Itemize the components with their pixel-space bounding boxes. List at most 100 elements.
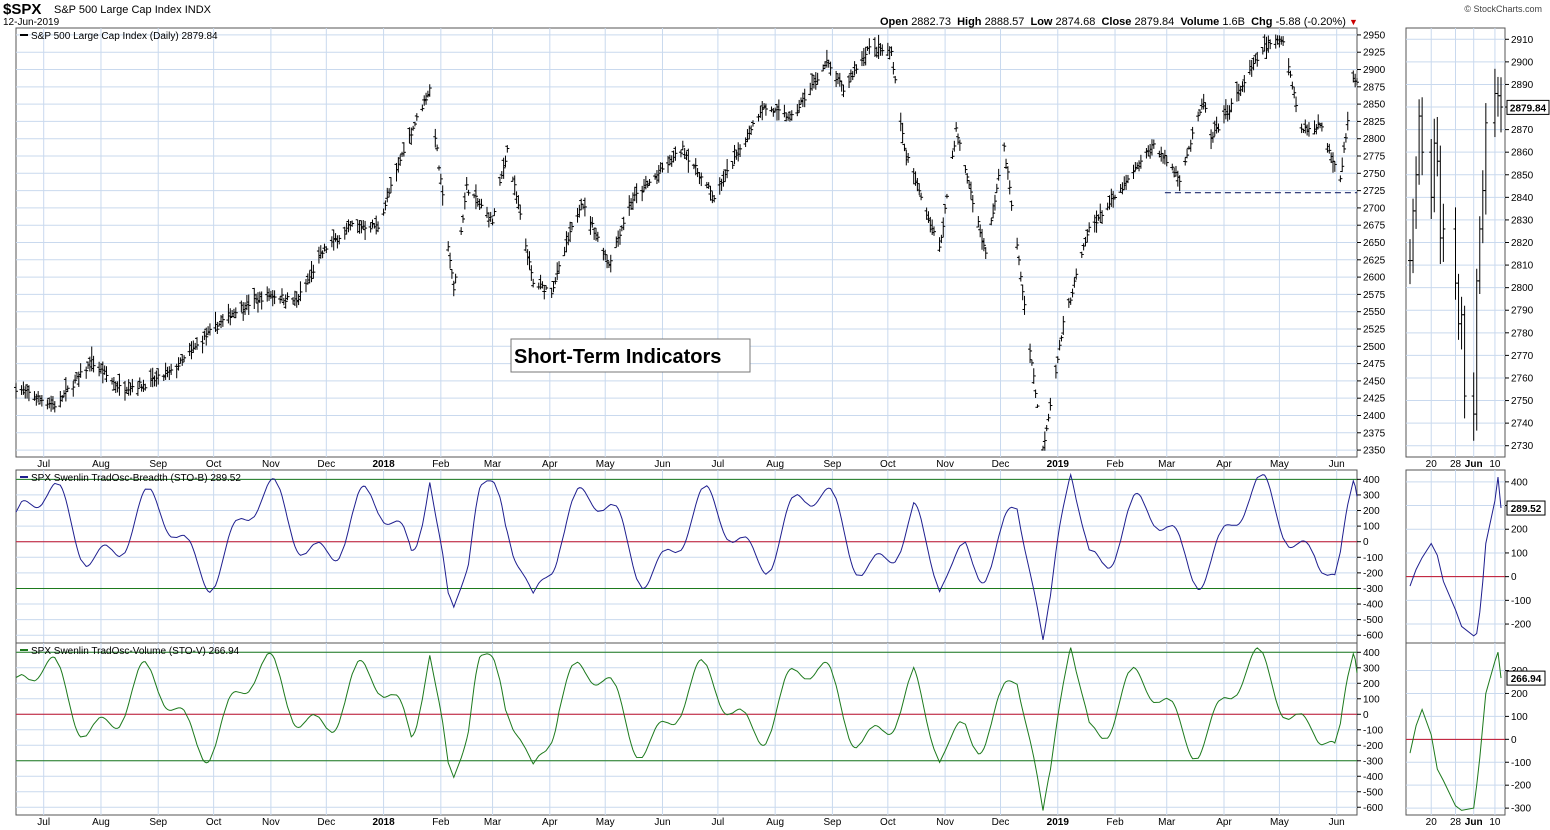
price-axis-ytick-label: 2675	[1363, 221, 1386, 232]
down-arrow-icon: ▼	[1348, 17, 1358, 27]
volume-panel-axis-ytick-label: -600	[1363, 803, 1383, 814]
price-axis-ytick-label: 2800	[1363, 134, 1386, 145]
price-inset-axis-ytick-label: 2780	[1511, 328, 1534, 339]
volume-panel-xtick-label: Mar	[484, 817, 502, 828]
annotation-text: Short-Term Indicators	[514, 346, 721, 368]
volume-panel-axis-ytick-label: -100	[1363, 725, 1383, 736]
price-inset-axis-ytick-label: 2870	[1511, 125, 1534, 136]
volume-panel-last-value-tag: 266.94	[1511, 674, 1542, 685]
volume-panel-axis-ytick-label: 100	[1363, 694, 1380, 705]
volume-panel-xtick-label: Mar	[1158, 817, 1176, 828]
price-last-value-tag-box	[1506, 99, 1550, 115]
chart-date: 12-Jun-2019	[3, 17, 60, 28]
high-value: 2888.57	[984, 16, 1025, 28]
volume-panel-xtick-label: Apr	[542, 817, 558, 828]
price-axis-ytick-label: 2825	[1363, 117, 1386, 128]
price-inset-axis-ytick-label: 2840	[1511, 193, 1534, 204]
annotation-box	[510, 338, 751, 373]
price-panel-xtick-label: Oct	[880, 459, 896, 470]
volume-panel-xtick-label: Jul	[37, 817, 50, 828]
volume-panel-xtick-label: Sep	[149, 817, 167, 828]
price-inset-axis-ytick-label: 2910	[1511, 35, 1534, 46]
volume-panel-inset-axis-ytick-label: -200	[1511, 781, 1531, 792]
high-label: High	[957, 16, 982, 28]
price-panel-xtick-label: Dec	[317, 459, 335, 470]
volume-panel-frame	[15, 642, 1358, 816]
price-last-value-tag: 2879.84	[1510, 103, 1547, 114]
breadth-panel-frame	[15, 469, 1358, 644]
price-axis-ytick-label: 2925	[1363, 48, 1386, 59]
low-label: Low	[1030, 16, 1053, 28]
open-label: Open	[880, 16, 909, 28]
breadth-panel-line	[15, 472, 1358, 640]
price-axis-ytick-label: 2525	[1363, 324, 1386, 335]
breadth-panel-inset-axis-ytick-label: 400	[1511, 477, 1528, 488]
volume-panel-inset-xtick-label: 10	[1489, 817, 1501, 828]
volume-panel-xtick-label: Jun	[1329, 817, 1345, 828]
price-bars	[14, 34, 1359, 451]
breadth-panel-axis-ytick-label: -600	[1363, 631, 1383, 642]
low-value: 2874.68	[1055, 16, 1096, 28]
volume-panel-axis-ytick-label: 400	[1363, 648, 1380, 659]
price-axis-ytick-label: 2950	[1363, 30, 1386, 41]
price-inset-axis-ytick-label: 2820	[1511, 238, 1534, 249]
volume-panel-axis-ytick-label: -200	[1363, 741, 1383, 752]
price-panel-xtick-label: Jul	[37, 459, 50, 470]
volume-panel-title: SPX Swenlin TradOsc-Volume (STO-V) 266.9…	[31, 646, 240, 657]
price-inset-axis-ytick-label: 2730	[1511, 441, 1534, 452]
price-panel-xtick-label: Sep	[149, 459, 167, 470]
close-label: Close	[1101, 16, 1132, 28]
volume-label: Volume	[1180, 16, 1220, 28]
volume-panel-xtick-label: May	[1270, 817, 1289, 828]
volume-panel-xtick-label: Oct	[206, 817, 222, 828]
price-panel-xtick-label: 2019	[1047, 459, 1070, 470]
volume-panel-inset-axis-ytick-label: -300	[1511, 804, 1531, 815]
volume-panel-axis-ytick-label: 0	[1363, 710, 1369, 721]
volume-panel-xtick-label: Feb	[432, 817, 450, 828]
volume-panel-xtick-label: 2019	[1047, 817, 1070, 828]
breadth-panel-last-value-tag: 289.52	[1511, 504, 1542, 515]
breadth-panel-axis-ytick-label: 400	[1363, 475, 1380, 486]
price-inset-axis-ytick-label: 2750	[1511, 396, 1534, 407]
volume-panel-xtick-label: Nov	[262, 817, 280, 828]
chart-name: S&P 500 Large Cap Index INDX	[54, 4, 211, 16]
price-inset-axis-ytick-label: 2860	[1511, 148, 1534, 159]
price-panel-xtick-label: Jun	[1329, 459, 1345, 470]
volume-panel-inset-line	[1409, 652, 1502, 811]
price-panel-xtick-label: Dec	[992, 459, 1010, 470]
price-axis-ytick-label: 2425	[1363, 394, 1386, 405]
volume-panel-xtick-label: Nov	[936, 817, 954, 828]
breadth-panel-last-value-tag-box	[1506, 500, 1546, 516]
volume-panel-axis-ytick-label: -500	[1363, 787, 1383, 798]
price-panel-xtick-label: Feb	[432, 459, 450, 470]
price-inset-axis-ytick-label: 2830	[1511, 215, 1534, 226]
quote-strip: Open 2882.73 High 2888.57 Low 2874.68 Cl…	[880, 16, 1358, 28]
price-axis-ytick-label: 2625	[1363, 255, 1386, 266]
price-inset-axis-ytick-label: 2810	[1511, 261, 1534, 272]
price-axis-ytick-label: 2850	[1363, 100, 1386, 111]
price-inset-axis-ytick-label: 2770	[1511, 351, 1534, 362]
volume-panel-inset-axis-ytick-label: -100	[1511, 758, 1531, 769]
breadth-panel-axis-ytick-label: -400	[1363, 600, 1383, 611]
volume-panel-inset-xtick-label: 20	[1426, 817, 1438, 828]
volume-panel-inset-axis-ytick-label: 200	[1511, 689, 1528, 700]
breadth-panel-axis-ytick-label: -100	[1363, 553, 1383, 564]
breadth-panel-inset-axis-ytick-label: -100	[1511, 596, 1531, 607]
change-value: -5.88 (-0.20%)	[1275, 16, 1346, 28]
price-panel-xtick-label: Aug	[92, 459, 110, 470]
open-value: 2882.73	[911, 16, 951, 28]
breadth-panel-inset-axis-ytick-label: 200	[1511, 525, 1528, 536]
volume-panel-xtick-label: Jun	[654, 817, 670, 828]
price-axis-ytick-label: 2750	[1363, 169, 1386, 180]
price-panel-xtick-label: Aug	[766, 459, 784, 470]
index-name: S&P 500 Large Cap Index	[54, 4, 182, 16]
change-label: Chg	[1251, 16, 1273, 28]
price-panel-xtick-label: Mar	[1158, 459, 1176, 470]
price-panel-inset-xtick-label: 28	[1450, 459, 1462, 470]
volume-panel-inset-axis-ytick-label: 100	[1511, 712, 1528, 723]
volume-panel-last-value-tag-box	[1506, 670, 1546, 686]
price-axis-ytick-label: 2400	[1363, 411, 1386, 422]
volume-panel-xtick-label: 2018	[372, 817, 395, 828]
price-panel-title: S&P 500 Large Cap Index (Daily) 2879.84	[31, 31, 218, 42]
breadth-panel-axis-ytick-label: 300	[1363, 490, 1380, 501]
